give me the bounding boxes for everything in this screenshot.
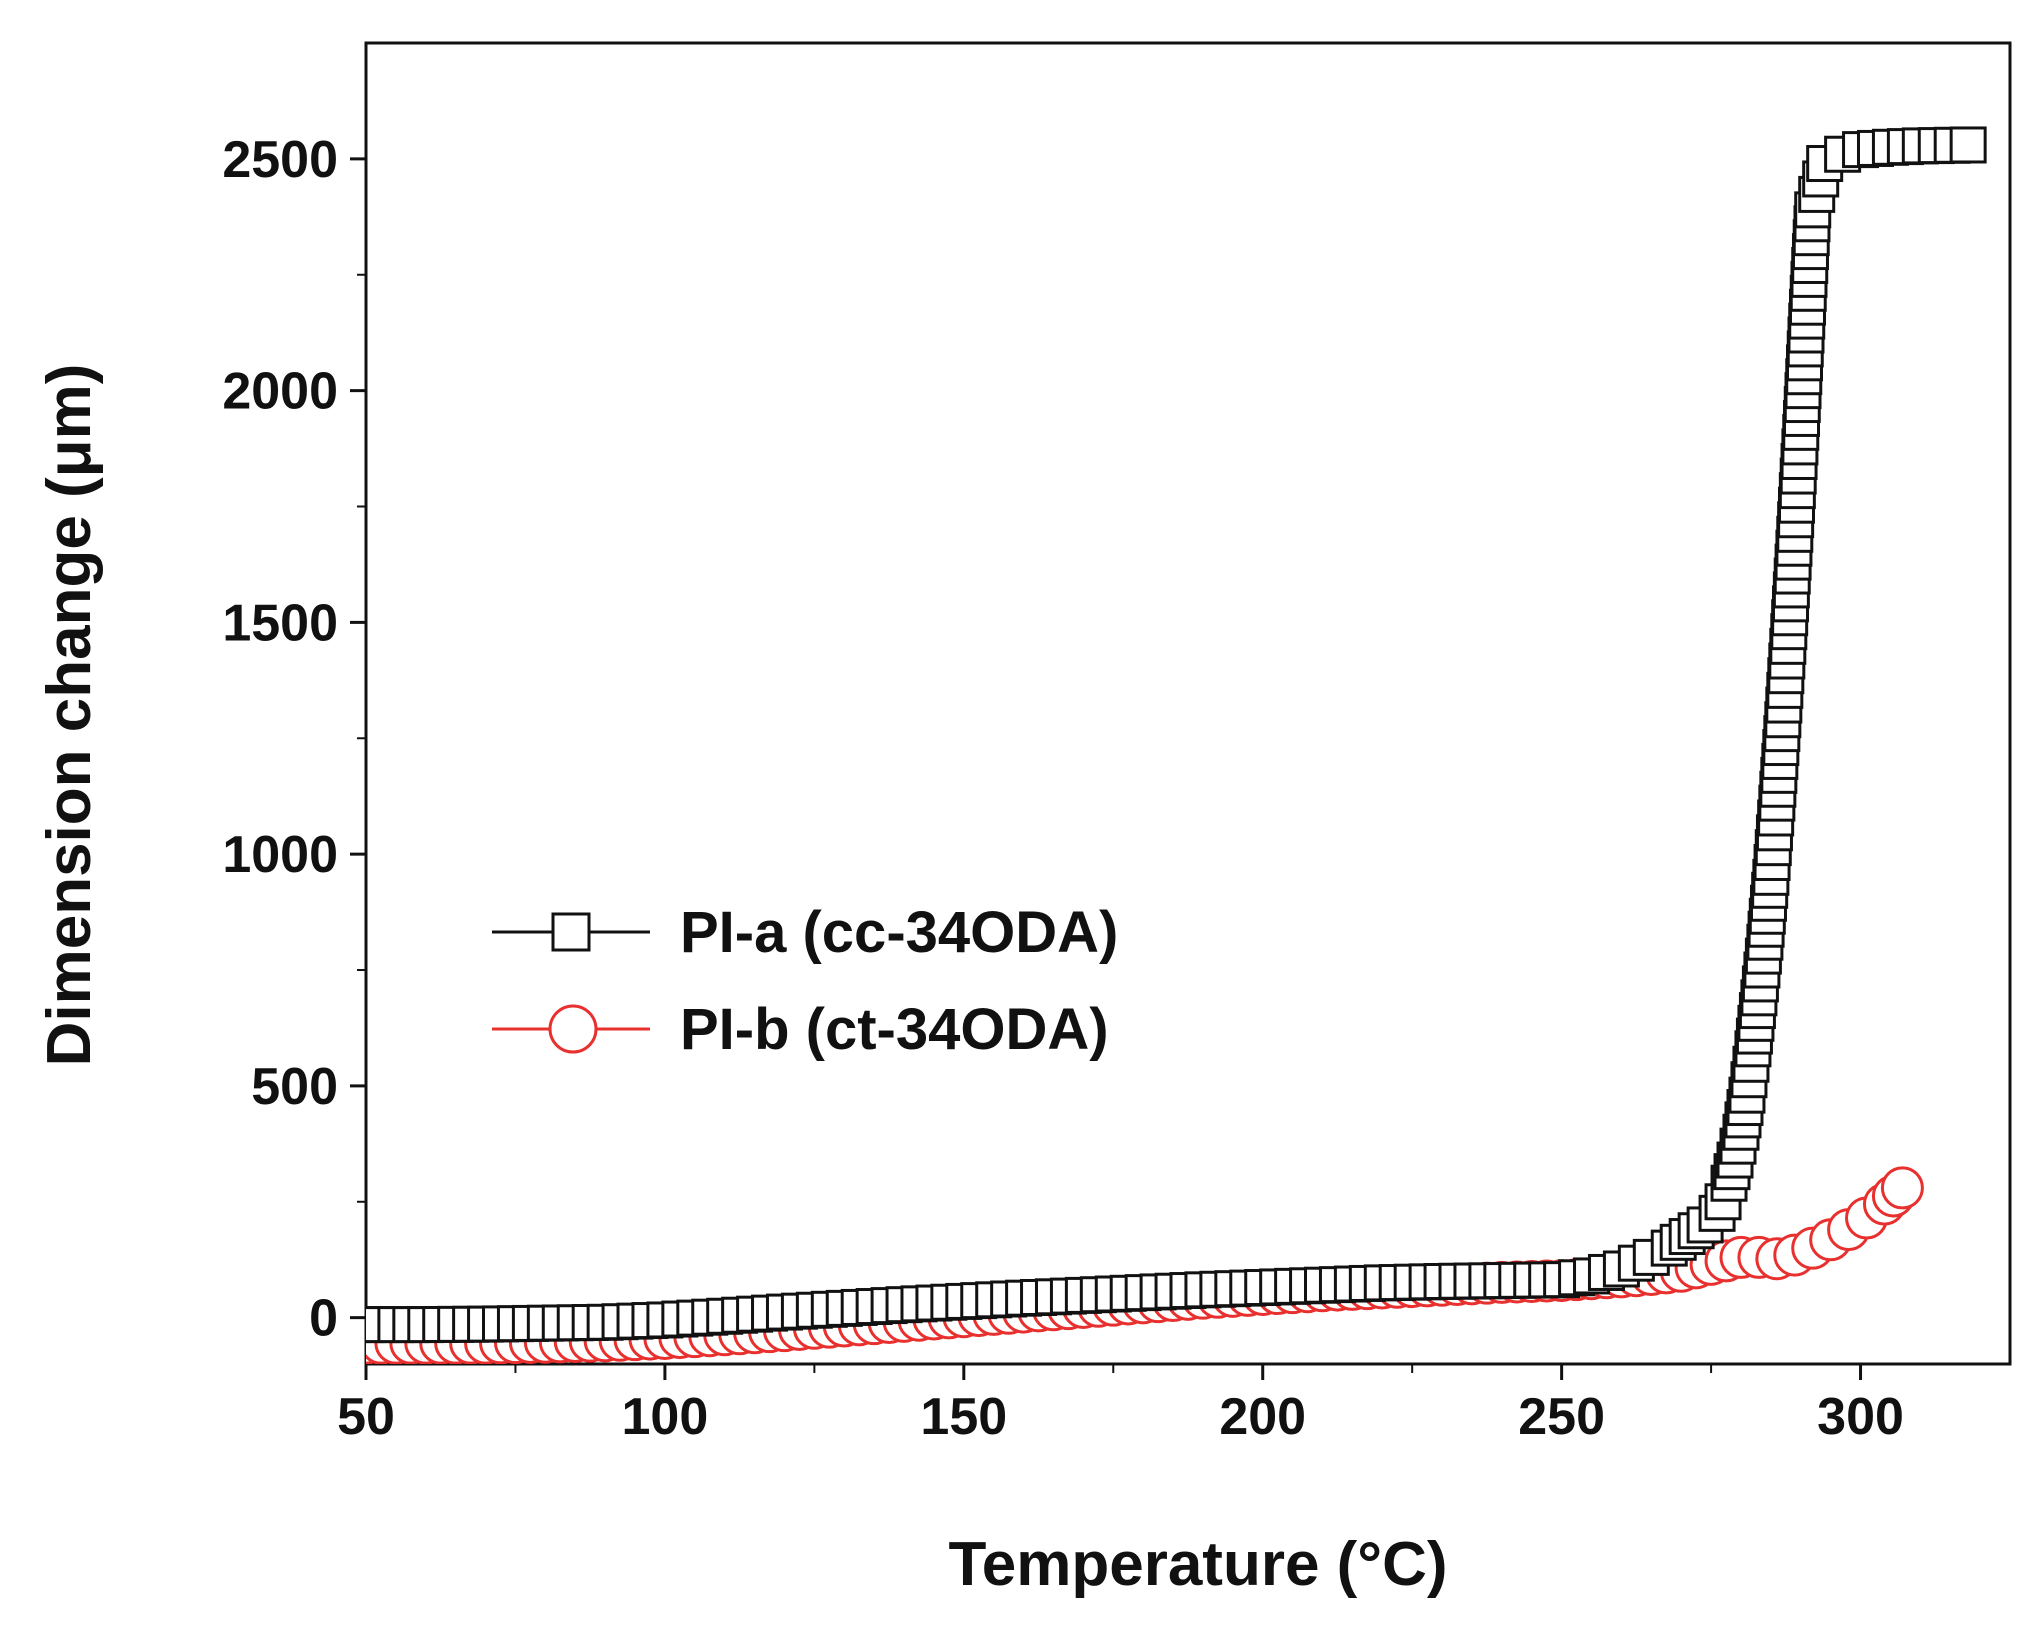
legend-label-pi-b: PI-b (ct-34ODA) (680, 997, 1109, 1062)
y-axis-title: Dimension change (μm) (35, 364, 104, 1067)
plot-frame (364, 41, 2012, 1366)
legend-label-pi-a: PI-a (cc-34ODA) (680, 900, 1118, 965)
x-tick-label: 100 (622, 1388, 709, 1446)
data-point (1949, 126, 1987, 164)
legend: PI-a (cc-34ODA) PI-b (ct-34ODA) (492, 900, 1118, 1062)
x-tick-label: 200 (1219, 1388, 1306, 1446)
y-tick-label: 1500 (222, 594, 338, 652)
x-tick-label: 50 (337, 1388, 395, 1446)
y-tick-label: 2500 (222, 131, 338, 189)
legend-marker-pi-a (551, 912, 591, 952)
y-tick-label: 2000 (222, 363, 338, 421)
x-tick-label: 150 (920, 1388, 1007, 1446)
legend-marker-pi-b (548, 1004, 598, 1054)
x-tick-label: 300 (1817, 1388, 1904, 1446)
y-tick-label: 1000 (222, 826, 338, 884)
series-pi-a (366, 126, 1987, 1344)
series-layer (366, 126, 1987, 1364)
y-tick-label: 500 (251, 1058, 338, 1116)
x-axis-title: Temperature (°C) (948, 1530, 1447, 1599)
y-tick-label: 0 (309, 1290, 338, 1348)
data-point (1880, 1166, 1924, 1210)
x-tick-label: 250 (1518, 1388, 1605, 1446)
axes: 50 100 150 200 250 300 0 500 1000 1500 2000 2500 (222, 41, 2012, 1446)
